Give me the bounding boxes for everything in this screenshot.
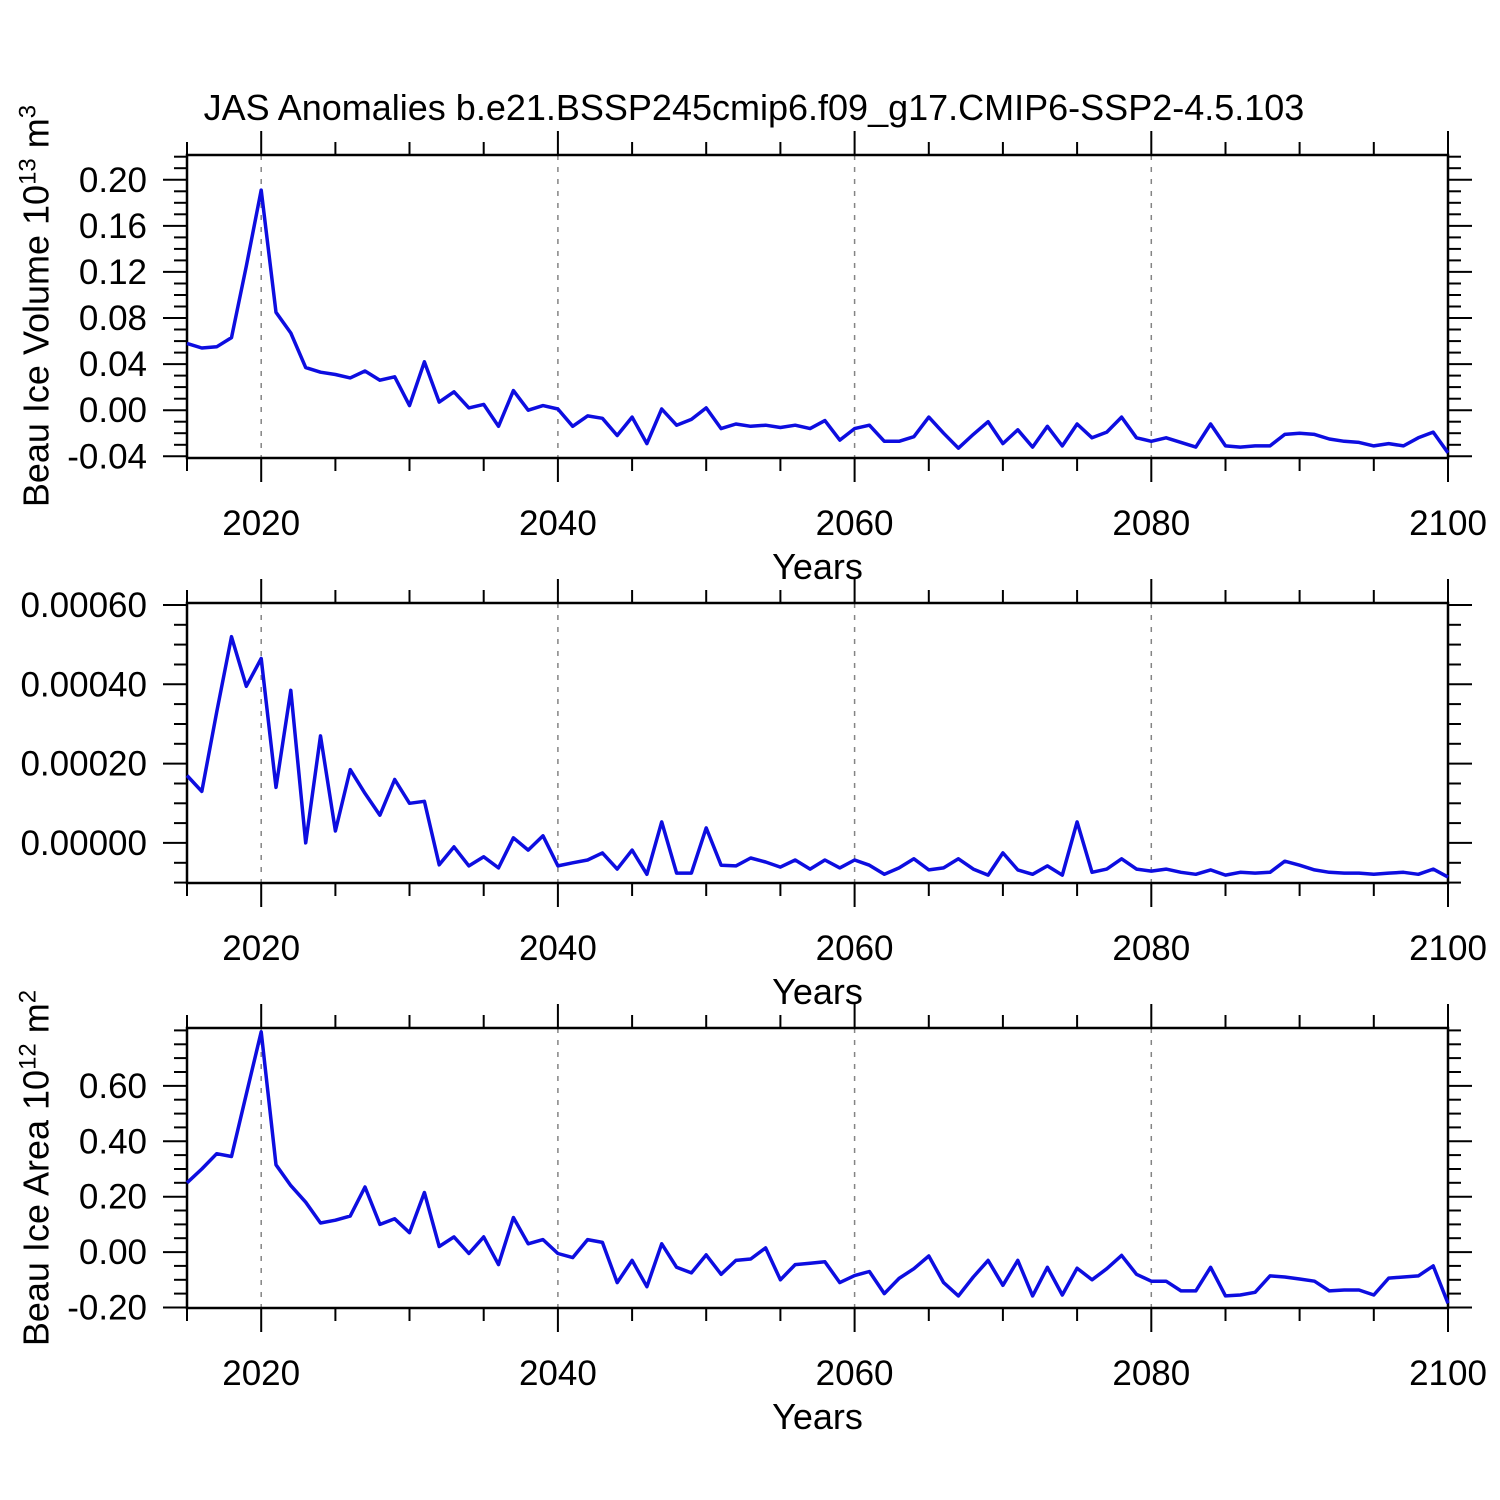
- y-tick-label-middle: 0.00020: [20, 745, 147, 784]
- y-tick-label-area: 0.00: [79, 1233, 147, 1272]
- chart-title: JAS Anomalies b.e21.BSSP245cmip6.f09_g17…: [203, 87, 1305, 128]
- y-tick-label-area: 0.60: [79, 1067, 147, 1106]
- x-tick-label-volume: 2060: [816, 504, 894, 543]
- y-tick-label-volume: 0.08: [79, 299, 147, 338]
- y-tick-label-volume: -0.04: [67, 437, 147, 476]
- x-tick-label-volume: 2040: [519, 504, 597, 543]
- x-tick-label-area: 2060: [816, 1354, 894, 1393]
- y-tick-label-volume: 0.00: [79, 391, 147, 430]
- x-tick-label-area: 2100: [1409, 1354, 1487, 1393]
- x-tick-label-volume: 2100: [1409, 504, 1487, 543]
- x-tick-label-area: 2040: [519, 1354, 597, 1393]
- x-tick-label-area: 2080: [1112, 1354, 1190, 1393]
- y-tick-label-area: 0.20: [79, 1178, 147, 1217]
- x-tick-label-middle: 2080: [1112, 929, 1190, 968]
- x-tick-label-middle: 2040: [519, 929, 597, 968]
- y-tick-label-volume: 0.16: [79, 207, 147, 246]
- y-tick-label-volume: 0.04: [79, 345, 147, 384]
- x-axis-title-middle: Years: [772, 971, 863, 1012]
- x-tick-label-volume: 2080: [1112, 504, 1190, 543]
- y-tick-label-volume: 0.12: [79, 253, 147, 292]
- y-tick-label-area: -0.20: [67, 1289, 147, 1328]
- x-axis-title-volume: Years: [772, 546, 863, 587]
- y-tick-label-middle: 0.00000: [20, 824, 147, 863]
- x-tick-label-volume: 2020: [222, 504, 300, 543]
- y-tick-label-volume: 0.20: [79, 161, 147, 200]
- y-tick-label-area: 0.40: [79, 1122, 147, 1161]
- y-tick-label-middle: 0.00060: [20, 586, 147, 625]
- volume-series-line: [186, 188, 1450, 454]
- x-tick-label-middle: 2060: [816, 929, 894, 968]
- plot-frame-area: [185, 1026, 1450, 1310]
- x-axis-title-area: Years: [772, 1396, 863, 1437]
- area-series-line: [185, 1030, 1450, 1304]
- x-tick-label-area: 2020: [222, 1354, 300, 1393]
- x-tick-label-middle: 2020: [222, 929, 300, 968]
- y-tick-label-middle: 0.00040: [20, 665, 147, 704]
- panel-volume: 0.20 0.16 0.12 0.08 0.04 0.00 -0.04 2020 2040 206…: [67, 131, 1487, 587]
- x-tick-label-middle: 2100: [1409, 929, 1487, 968]
- panel-middle: 0.00060 0.00040 0.00020 0.00000 2020 2040 2060…: [20, 579, 1487, 1012]
- plot-frame-middle: [185, 601, 1450, 885]
- plot-frame-volume: [185, 153, 1450, 460]
- panel-area: 0.60 0.40 0.20 0.00 -0.20 2020 2040 2060 2080 210…: [67, 1004, 1487, 1437]
- middle-series-line: [185, 634, 1449, 879]
